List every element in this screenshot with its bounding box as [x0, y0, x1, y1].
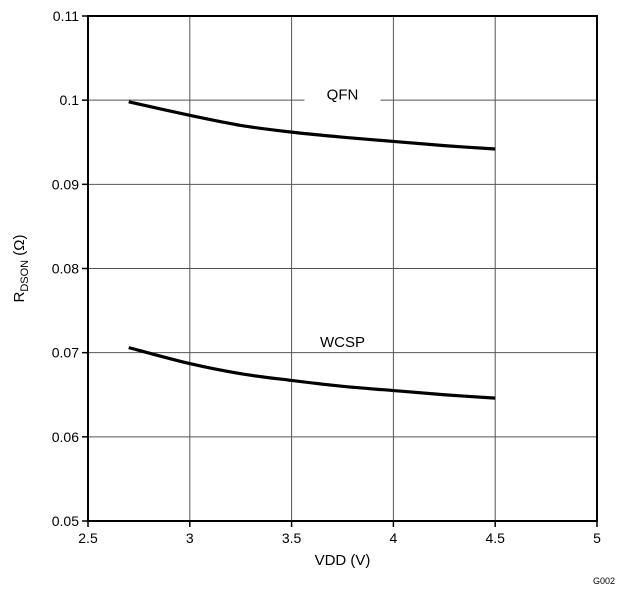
- y-tick-label: 0.11: [53, 8, 79, 24]
- y-tick-label: 0.05: [52, 513, 79, 529]
- x-tick-label: 4: [390, 530, 398, 546]
- labels-layer: QFN WCSP: [304, 82, 381, 352]
- y-axis-title-main: R: [11, 292, 28, 303]
- series-label-qfn: QFN: [327, 87, 359, 104]
- x-tick-label: 3: [186, 530, 194, 546]
- series-label-backdrop: [304, 329, 381, 352]
- x-tick-label: 5: [593, 530, 601, 546]
- x-tick-label: 3.5: [282, 530, 302, 546]
- y-tick-label: 0.06: [52, 429, 79, 445]
- series-line-wcsp: [128, 346, 496, 400]
- y-axis-title: RDSON (Ω): [11, 234, 31, 302]
- x-tick-label: 4.5: [485, 530, 505, 546]
- figure-code: G002: [593, 576, 615, 586]
- y-tick-label: 0.09: [52, 176, 79, 192]
- y-tick-label: 0.07: [52, 345, 79, 361]
- ticks-layer: 0.05 0.06 0.07 0.08 0.09 0.1 0.11 2.5 3 3.5 4 4.5 5: [52, 8, 601, 546]
- series-label-backdrop: [304, 82, 381, 105]
- y-tick-label: 0.08: [52, 261, 79, 277]
- series-line-qfn: [128, 100, 496, 151]
- x-tick-label: 2.5: [78, 530, 98, 546]
- series-layer: [128, 100, 496, 400]
- y-axis-title-unit: (Ω): [11, 234, 28, 259]
- y-axis-title-subscript: DSON: [19, 260, 31, 292]
- x-axis-title: VDD (V): [315, 552, 371, 569]
- y-tick-label: 0.1: [60, 92, 80, 108]
- series-label-wcsp: WCSP: [320, 334, 365, 351]
